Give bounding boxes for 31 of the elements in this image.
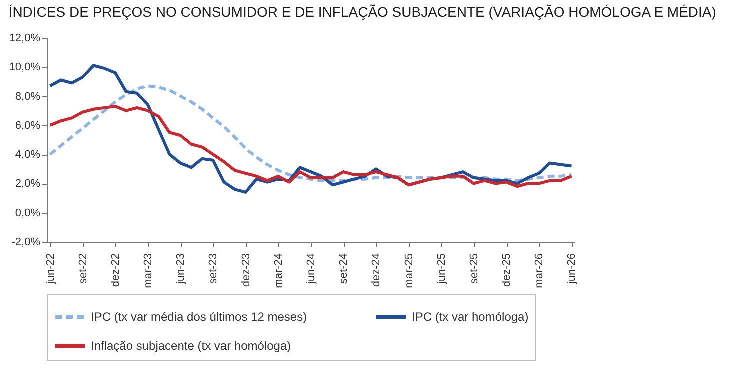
- line-series: [48, 104, 574, 188]
- x-tick-label: jun-22: [44, 254, 57, 286]
- chart-title: ÍNDICES DE PREÇOS NO CONSUMIDOR E DE INFLAÇÃO SUBJACENTE (VARIAÇÃO HOMÓLOGA E MÉDIA): [8, 4, 716, 20]
- x-tick-label: dez-24: [370, 254, 383, 288]
- x-tick-label: mar-23: [142, 254, 155, 288]
- y-tick-label: 2,0%: [15, 178, 41, 190]
- legend-label: IPC (tx var homóloga): [412, 310, 529, 324]
- x-tick-label: set-22: [77, 254, 90, 284]
- x-tick-label: jun-24: [306, 254, 318, 286]
- x-tick-label: set-24: [338, 254, 350, 284]
- y-tick-label: 10,0%: [9, 62, 41, 74]
- x-tick-label: mar-26: [534, 254, 546, 288]
- x-tick-label: mar-25: [403, 254, 416, 288]
- y-tick-label: 6,0%: [15, 120, 41, 132]
- x-tick-label: dez-22: [110, 254, 122, 288]
- x-tick-label: set-25: [468, 254, 480, 284]
- x-tick-label: dez-23: [240, 254, 252, 288]
- line-series: [48, 84, 574, 182]
- x-tick-label: jun-23: [175, 254, 188, 286]
- legend-label: Inflação subjacente (tx var homóloga): [91, 339, 292, 353]
- x-tick-label: set-23: [208, 254, 220, 284]
- x-tick-label: jun-25: [436, 254, 448, 286]
- y-tick-label: 8,0%: [15, 90, 41, 103]
- legend-label: IPC (tx var média dos últimos 12 meses): [91, 310, 308, 324]
- x-tick-label: mar-24: [272, 254, 285, 288]
- x-tick-label: dez-25: [501, 254, 514, 288]
- y-tick-label: -2,0%: [12, 236, 41, 248]
- y-tick-label: 12,0%: [9, 32, 41, 44]
- y-tick-label: 4,0%: [15, 149, 41, 162]
- x-tick-label: jun-26: [566, 254, 578, 286]
- y-tick-label: 0,0%: [15, 207, 41, 220]
